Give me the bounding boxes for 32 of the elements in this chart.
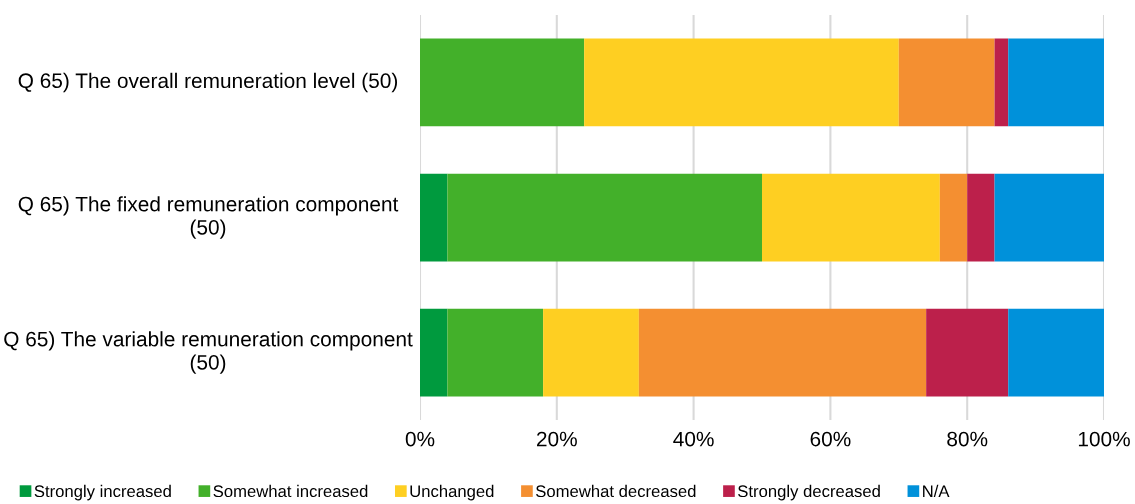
legend-label: Unchanged: [410, 484, 494, 501]
x-tick-label: 0%: [405, 431, 435, 447]
bar: [762, 173, 940, 262]
bar: [994, 173, 1104, 262]
bar: [584, 38, 899, 127]
bar: [1008, 308, 1104, 397]
y-tick-label: Q 65) The overall remuneration level (50): [18, 72, 398, 93]
legend-label: Strongly increased: [34, 484, 171, 501]
legend-label: Somewhat decreased: [536, 484, 696, 498]
x-tick-label: 40%: [673, 431, 714, 447]
bar: [967, 173, 995, 262]
y-tick-label: Q 65) The fixed remuneration component (50): [18, 196, 399, 239]
legend-label: N/A: [923, 484, 950, 498]
x-tick-label: 20%: [537, 431, 577, 447]
bar: [420, 308, 448, 397]
legend-label: Strongly decreased: [738, 484, 880, 501]
x-tick-label: 60%: [810, 431, 851, 447]
bar: [638, 308, 927, 397]
bar: [1008, 38, 1104, 127]
bar: [994, 38, 1009, 127]
bar: [926, 308, 1009, 397]
bar: [543, 308, 639, 397]
y-tick-label: Q 65) The variable remuneration component (50): [4, 331, 413, 374]
x-tick-label: 100%: [1078, 431, 1130, 447]
bar: [420, 173, 448, 262]
bar: [898, 38, 995, 127]
legend-label: Somewhat increased: [213, 484, 368, 498]
bar: [447, 173, 762, 262]
x-tick-label: 80%: [947, 431, 988, 447]
bar: [420, 38, 585, 127]
bar: [939, 173, 968, 262]
bar: [447, 308, 544, 397]
